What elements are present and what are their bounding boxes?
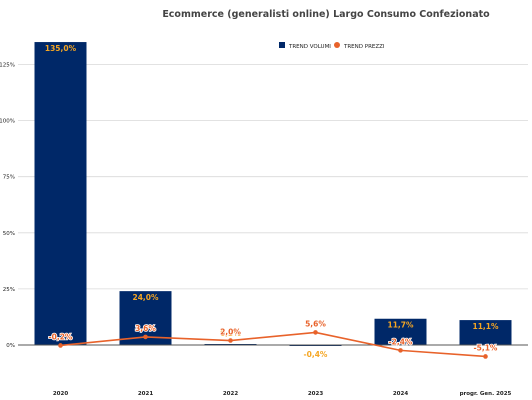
line-value-label: -5,1%: [474, 343, 498, 352]
bar: [459, 320, 512, 345]
bar-series: [34, 42, 512, 346]
data-labels: 135,0% 24,0% 0,3% -0,4% 11,7% 11,1% -0,2% 3,6% 2…: [45, 44, 499, 359]
line-value-label: 5,6%: [305, 319, 326, 328]
bar-value-label: 135,0%: [45, 44, 77, 53]
x-category-label: 2021: [138, 391, 153, 397]
line-value-label: -2,4%: [389, 337, 413, 346]
line-series: [58, 330, 488, 359]
bar: [374, 318, 427, 345]
x-category-label: 2020: [53, 391, 68, 397]
legend-line-swatch: [334, 42, 340, 48]
bar-value-label: 24,0%: [132, 293, 159, 302]
price-trend-line: [60, 331, 486, 358]
y-tick-label: 25%: [3, 287, 15, 293]
line-point: [58, 343, 63, 348]
line-point: [228, 338, 233, 343]
y-tick-label: 50%: [3, 231, 15, 237]
legend-bar-swatch: [279, 42, 285, 48]
line-point: [398, 348, 403, 353]
x-category-label: 2023: [308, 391, 323, 397]
bar-value-label: -0,4%: [304, 350, 328, 359]
bar: [34, 42, 87, 346]
x-category-label: progr. Gen. 2025: [460, 391, 512, 397]
y-axis-ticks: 0% 25% 50% 75% 100% 125%: [0, 63, 15, 350]
legend-bar-label: TREND VOLUMI: [288, 44, 331, 50]
bar-value-label: 11,7%: [387, 321, 414, 330]
line-point: [483, 354, 488, 359]
x-category-label: 2024: [393, 391, 408, 397]
x-category-label: 2022: [223, 391, 238, 397]
legend: TREND VOLUMI TREND PREZZI: [279, 42, 385, 50]
y-tick-label: 0%: [6, 343, 15, 349]
line-point: [143, 334, 148, 340]
line-value-label: 2,0%: [220, 328, 241, 337]
bar-value-label: 11,1%: [472, 322, 499, 331]
line-point: [313, 330, 318, 335]
line-value-label: 3,6%: [135, 324, 156, 333]
y-tick-label: 100%: [0, 119, 15, 125]
chart-title: Ecommerce (generalisti online) Largo Con…: [162, 9, 490, 20]
y-tick-label: 125%: [0, 63, 15, 69]
y-tick-label: 75%: [3, 175, 15, 181]
legend-line-label: TREND PREZZI: [343, 44, 385, 50]
line-value-label: -0,2%: [49, 332, 73, 341]
x-axis-labels: 2020 2021 2022 2023 2024 progr. Gen. 2025: [53, 391, 512, 397]
bar-value-label: 0,3%: [220, 329, 241, 338]
grid: [18, 64, 528, 290]
